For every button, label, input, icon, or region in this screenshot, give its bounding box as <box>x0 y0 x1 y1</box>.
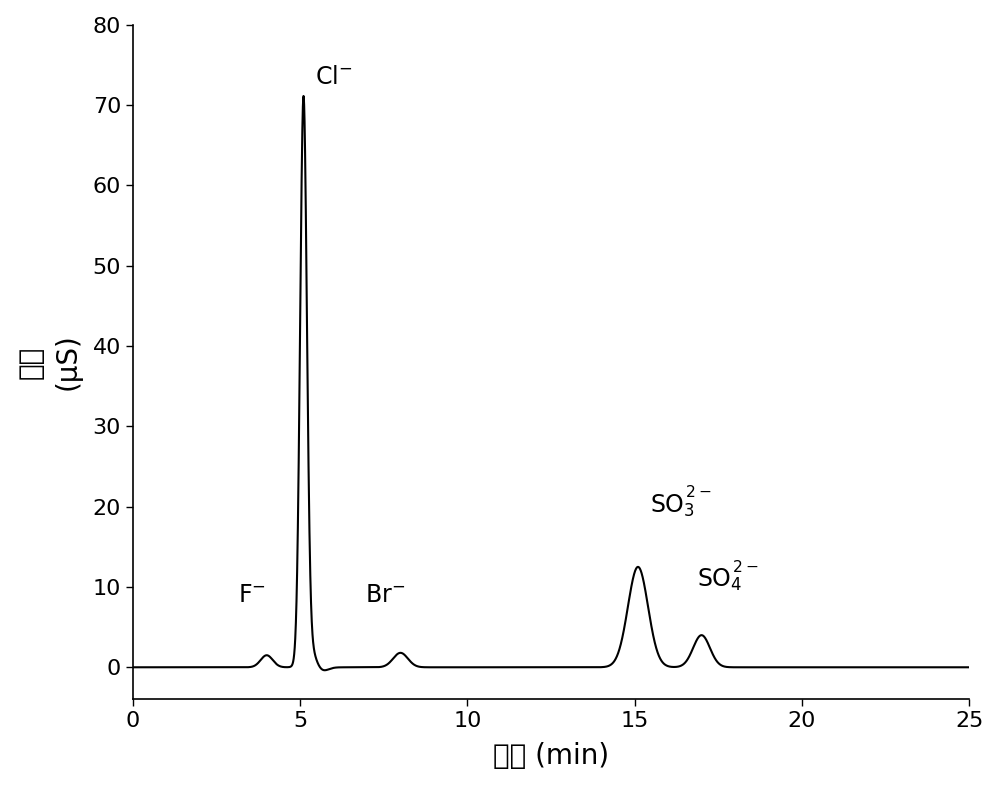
Text: SO$_3\!$: SO$_3\!$ <box>650 493 695 519</box>
Text: F$^{-}$: F$^{-}$ <box>238 583 266 607</box>
X-axis label: 时间 (min): 时间 (min) <box>493 742 609 770</box>
Text: $^{2-}$: $^{2-}$ <box>732 561 758 582</box>
Y-axis label: 电导
(μS): 电导 (μS) <box>17 334 81 390</box>
Text: $^{2-}$: $^{2-}$ <box>685 486 711 507</box>
Text: Br$^{-}$: Br$^{-}$ <box>365 583 406 607</box>
Text: SO$_4\!$: SO$_4\!$ <box>697 567 742 593</box>
Text: Cl$^{-}$: Cl$^{-}$ <box>315 65 353 89</box>
